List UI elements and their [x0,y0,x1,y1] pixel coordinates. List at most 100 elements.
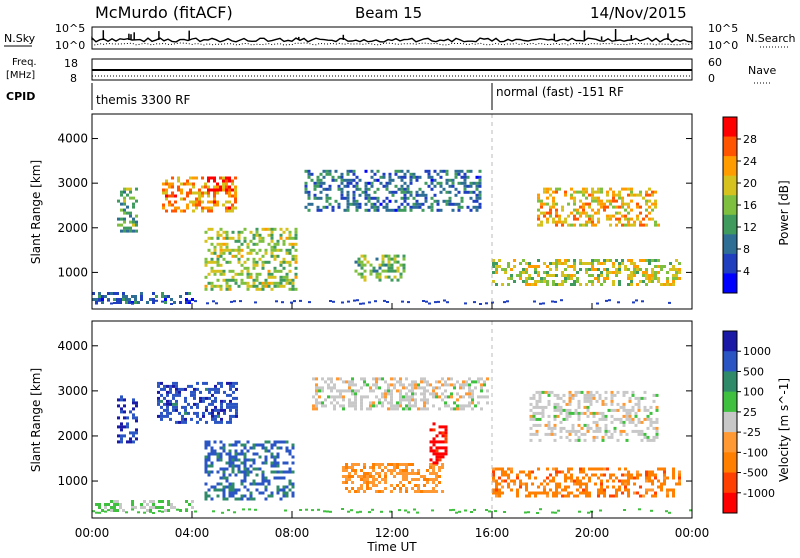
heatmap-cell [435,386,438,390]
heatmap-cell [288,242,292,246]
heatmap-cell [291,257,295,261]
heatmap-cell [564,220,567,224]
heatmap-cell [532,423,536,427]
heatmap-cell [291,284,295,288]
heatmap-cell [546,265,549,268]
heatmap-cell [588,467,591,471]
heatmap-cell [171,191,174,195]
heatmap-cell [605,299,608,302]
heatmap-cell [606,485,609,489]
heatmap-cell [528,491,531,495]
heatmap-cell [546,467,549,471]
heatmap-cell [123,220,126,224]
heatmap-cell [135,428,138,432]
heatmap-cell [214,417,217,421]
heatmap-cell [480,383,483,387]
heatmap-cell [537,467,540,471]
heatmap-cell [98,511,101,514]
heatmap-cell [507,467,510,471]
heatmap-cell [373,202,377,206]
heatmap-cell [229,417,232,421]
heatmap-cell [192,191,195,195]
heatmap-cell [666,494,669,498]
heatmap-cell [135,223,138,227]
heatmap-cell [555,214,558,218]
heatmap-cell [651,259,654,262]
heatmap-cell [165,194,168,198]
heatmap-cell [411,463,414,466]
heatmap-cell [642,223,645,227]
heatmap-cell [186,203,189,207]
heatmap-cell [231,179,234,183]
heatmap-cell [185,292,188,295]
heatmap-cell [164,298,167,301]
heatmap-cell [214,408,217,412]
heatmap-cell [157,402,160,406]
heatmap-cell [555,494,558,498]
heatmap-cell [627,283,630,286]
y-tick-label: 4000 [57,339,88,353]
heatmap-cell [229,405,232,409]
heatmap-cell [571,426,575,430]
heatmap-cell [98,298,101,301]
heatmap-cell [168,203,171,207]
heatmap-cell [507,265,510,268]
heatmap-cell [600,479,603,483]
heatmap-cell [382,172,386,176]
heatmap-cell [554,511,557,514]
heatmap-cell [387,392,390,396]
heatmap-cell [373,196,377,200]
heatmap-cell [577,423,581,427]
heatmap-cell [672,494,675,498]
heatmap-cell [364,193,368,197]
heatmap-cell [640,420,644,424]
heatmap-cell [510,268,513,271]
colorbar-tick-label: -25 [743,426,761,439]
heatmap-cell [427,175,431,179]
heatmap-cell [583,393,587,397]
heatmap-cell [132,416,135,420]
heatmap-cell [397,169,401,173]
heatmap-cell [364,190,368,194]
heatmap-cell [216,488,220,492]
heatmap-cell [357,389,360,393]
heatmap-cell [394,199,398,203]
heatmap-cell [411,392,414,396]
x-tick-label: 16:00 [475,526,510,540]
heatmap-cell [222,272,226,276]
heatmap-cell [123,229,126,233]
heatmap-cell [240,281,244,285]
heatmap-cell [537,208,540,212]
heatmap-cell [393,466,396,469]
heatmap-cell [213,194,216,198]
heatmap-cell [397,208,401,212]
heatmap-cell [198,200,201,204]
heatmap-cell [513,259,516,262]
heatmap-cell [120,223,123,227]
heatmap-cell [375,404,378,408]
heatmap-cell [600,467,603,471]
heatmap-cell [466,205,470,209]
heatmap-cell [204,467,208,471]
heatmap-cell [570,265,573,268]
heatmap-cell [426,383,429,387]
heatmap-cell [307,175,311,179]
heatmap-cell [184,420,187,424]
heatmap-cell [225,176,228,180]
heatmap-cell [157,384,160,388]
heatmap-cell [201,176,204,180]
heatmap-cell [333,404,336,408]
heatmap-cell [586,393,590,397]
heatmap-cell [402,386,405,390]
heatmap-cell [384,487,387,490]
heatmap-cell [654,277,657,280]
heatmap-cell [535,399,539,403]
heatmap-cell [495,485,498,489]
heatmap-cell [369,401,372,405]
heatmap-cell [354,392,357,396]
heatmap-cell [558,283,561,286]
heatmap-cell [639,193,642,197]
heatmap-cell [465,380,468,384]
heatmap-cell [447,404,450,408]
